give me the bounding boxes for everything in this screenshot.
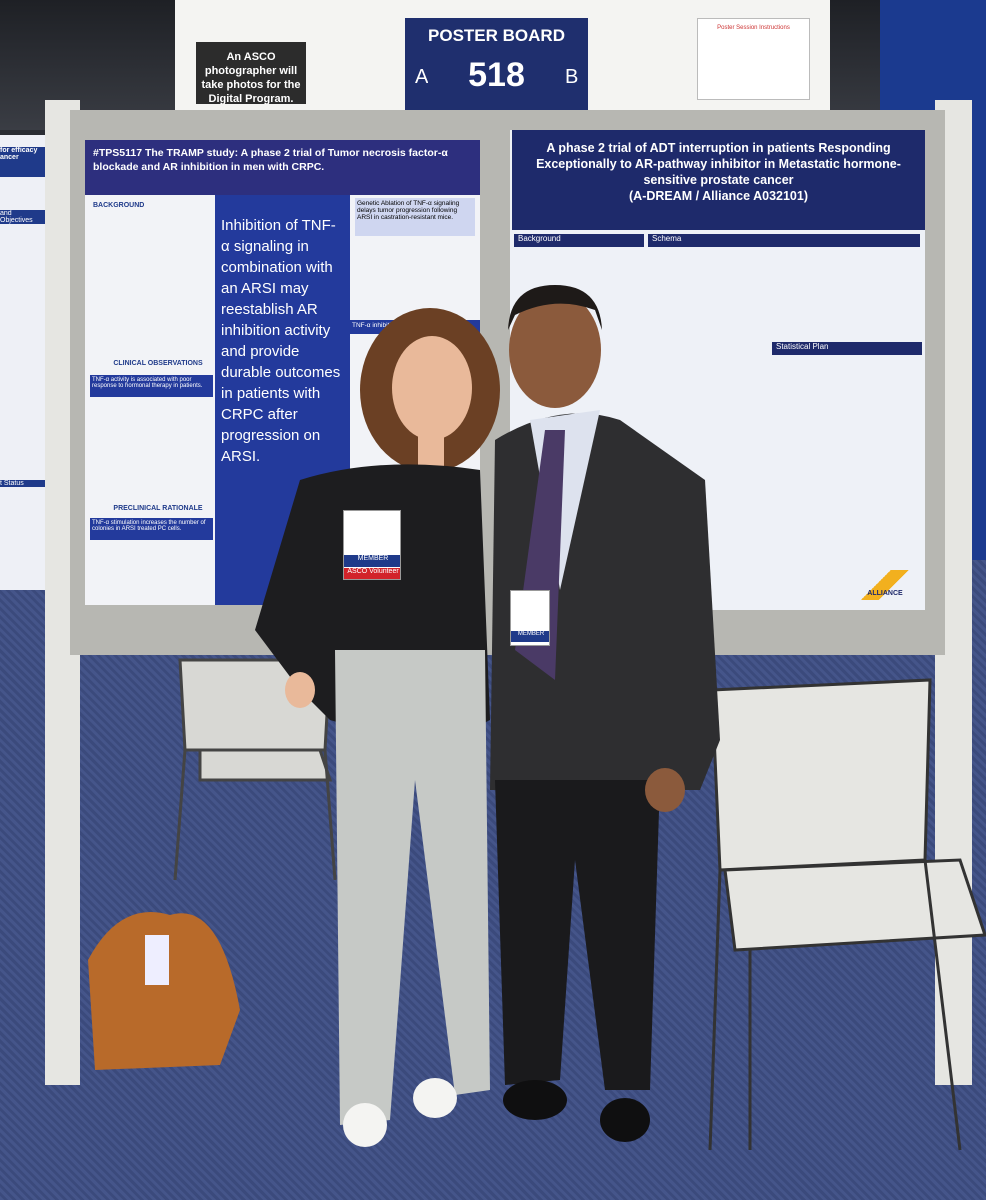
figure-heading: TNF-α activity is associated with poor r…: [90, 375, 213, 397]
volunteer-badge: MEMBER ASCO Volunteer: [343, 510, 401, 580]
right-chair: [708, 678, 986, 1151]
woman: [255, 308, 500, 1147]
right-poster-subtitle: (A-DREAM / Alliance A032101): [629, 189, 808, 203]
sign-board: An ASCO photographer will take photos fo…: [175, 0, 830, 128]
edge-status: t Status: [0, 480, 45, 487]
man: [490, 285, 720, 1142]
board-number-panel: POSTER BOARD A 518 B: [405, 18, 588, 113]
section-heading: CLINICAL OBSERVATIONS: [113, 360, 203, 367]
badge-volunteer: ASCO Volunteer: [344, 568, 400, 579]
edge-poster: for efficacy ancer and Objectives t Stat…: [0, 135, 45, 590]
section-heading: Statistical Plan: [772, 342, 922, 355]
edge-section: and Objectives: [0, 210, 45, 224]
right-poster-header: A phase 2 trial of ADT interruption in p…: [512, 130, 925, 230]
section-heading: Schema: [648, 234, 920, 247]
section-heading: BACKGROUND: [93, 202, 145, 209]
board-number: 518: [468, 56, 525, 94]
section-heading: Background: [514, 234, 644, 247]
figure-heading: Genetic Ablation of TNF-α signaling dela…: [355, 198, 475, 236]
board-label: POSTER BOARD: [428, 26, 565, 45]
side-b: B: [565, 66, 579, 88]
alliance-logo: ALLIANCE: [855, 570, 915, 600]
right-poster-title: A phase 2 trial of ADT interruption in p…: [536, 141, 901, 187]
bag: [88, 912, 240, 1070]
photographer-note: An ASCO photographer will take photos fo…: [196, 42, 306, 104]
figure-heading: TNF-α stimulation increases the number o…: [90, 518, 213, 540]
instructions-sheet: Poster Session Instructions: [697, 18, 810, 100]
badge-member: MEMBER: [511, 631, 549, 642]
badge-member: MEMBER: [344, 555, 400, 567]
presenter-badge: MEMBER: [510, 590, 550, 646]
left-poster-title: #TPS5117 The TRAMP study: A phase 2 tria…: [85, 140, 480, 195]
section-heading: PRECLINICAL RATIONALE: [113, 505, 203, 512]
side-a: A: [415, 66, 429, 88]
edge-title: for efficacy ancer: [0, 147, 45, 177]
